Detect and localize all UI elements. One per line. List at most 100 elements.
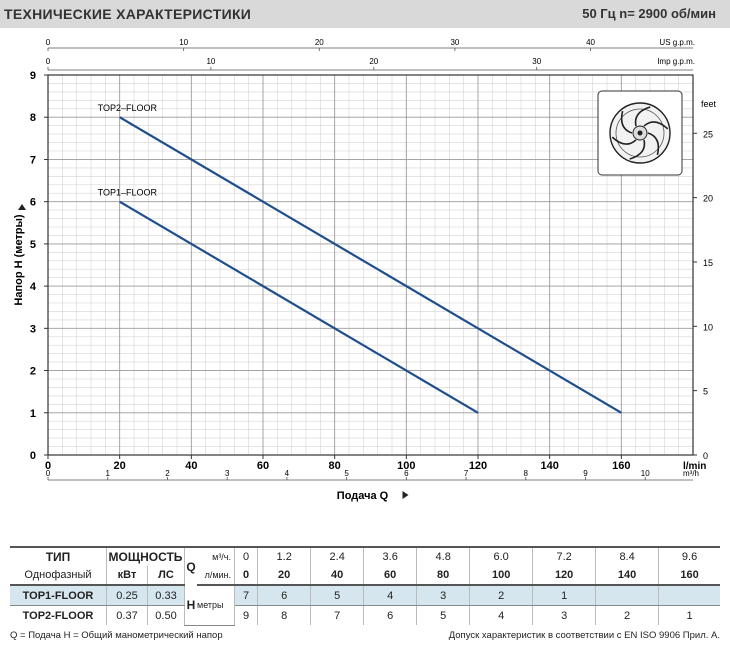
series-line-1: [119, 116, 622, 414]
q-m3h-cell: 7.2: [532, 546, 597, 566]
feet-tick-label: 10: [703, 322, 713, 332]
x-tick-label: 160: [612, 460, 630, 472]
series-line-2: [119, 200, 479, 414]
series-label-2: TOP1–FLOOR: [98, 188, 158, 198]
head-cell: 4: [363, 585, 418, 606]
head-cell: [595, 585, 660, 606]
impeller-icon-part: [611, 136, 637, 145]
m3h-tick-label: 10: [641, 469, 650, 478]
hp-value: 0.33: [147, 585, 185, 606]
type-header: ТИП: [10, 546, 107, 566]
y-tick-label: 6: [30, 197, 36, 209]
model-name: TOP2-FLOOR: [10, 605, 107, 625]
feet-tick-label: 25: [703, 129, 713, 139]
impeller-icon-part: [620, 110, 633, 134]
m3h-tick-label: 4: [285, 469, 290, 478]
head-cell: 5: [416, 605, 471, 625]
us-tick-label: 40: [586, 38, 595, 47]
table-row: TOP2-FLOOR 0.37 0.50 9 8 7 6 5 4 3 2 1: [10, 605, 720, 625]
head-cell: 3: [532, 605, 597, 625]
y-tick-label: 0: [30, 450, 36, 462]
us-unit-label: US g.p.m.: [659, 38, 695, 47]
x-tick-label: 140: [540, 460, 558, 472]
q-lmin-cell: 160: [658, 566, 720, 586]
feet-tick-label: 20: [703, 194, 713, 204]
m3h-tick-label: 6: [404, 469, 409, 478]
m3h-tick-label: 1: [105, 469, 110, 478]
head-cell: 3: [416, 585, 471, 606]
x-tick-label: 40: [185, 460, 197, 472]
x-tick-label: 60: [257, 460, 269, 472]
head-cell: 7: [234, 585, 259, 606]
m3h-tick-label: 7: [464, 469, 469, 478]
head-cell: 8: [257, 605, 312, 625]
y-tick-label: 5: [30, 239, 36, 251]
head-cell: 2: [469, 585, 534, 606]
q-m3h-cell: 2.4: [310, 546, 365, 566]
impeller-icon-part: [629, 139, 646, 160]
x-tick-label: 20: [114, 460, 126, 472]
impeller-icon-part: [634, 106, 651, 127]
head-cell: 1: [532, 585, 597, 606]
hp-label: ЛС: [147, 566, 185, 586]
page-title: ТЕХНИЧЕСКИЕ ХАРАКТЕРИСТИКИ: [4, 6, 252, 22]
header-bar: ТЕХНИЧЕСКИЕ ХАРАКТЕРИСТИКИ 50 Гц n= 2900…: [0, 0, 730, 28]
q-lmin-cell: 40: [310, 566, 365, 586]
m3h-tick-label: 3: [225, 469, 230, 478]
m3h-tick-label: 2: [165, 469, 170, 478]
head-cell: 4: [469, 605, 534, 625]
imp-tick-label: 0: [46, 57, 51, 66]
power-header: МОЩНОСТЬ: [106, 546, 185, 566]
legend-note: Q = Подача H = Общий манометрический нап…: [10, 630, 223, 641]
y-tick-label: 4: [30, 281, 37, 293]
x-axis-title: Подача Q: [337, 490, 389, 502]
m3h-tick-label: 5: [344, 469, 349, 478]
q-lmin-cell: 0: [234, 566, 259, 586]
head-cell: 1: [686, 609, 693, 622]
y-tick-label: 7: [30, 154, 36, 166]
x-axis-arrow-icon: [402, 491, 409, 499]
x-tick-label: 120: [469, 460, 487, 472]
q-unit-m3h: м³/ч.: [197, 546, 235, 566]
feet-tick-label: 15: [703, 258, 713, 268]
kw-label: кВт: [106, 566, 148, 586]
h-symbol: H: [184, 585, 197, 626]
feet-tick-label: 0: [703, 451, 708, 461]
y-axis-arrow-icon: [18, 204, 26, 210]
head-cell: 6: [257, 585, 312, 606]
head-cell: 7: [310, 605, 365, 625]
q-lmin-cell: 140: [595, 566, 660, 586]
phase-label: Однофазный: [10, 566, 107, 586]
imp-tick-label: 30: [532, 57, 541, 66]
q-lmin-cell: 20: [257, 566, 312, 586]
imp-tick-label: 10: [206, 57, 215, 66]
m3h-unit-label: m³/h: [683, 469, 699, 478]
q-m3h-cell: 6.0: [469, 546, 534, 566]
head-cell: 5: [310, 585, 365, 606]
imp-unit-label: Imp g.p.m.: [657, 57, 695, 66]
q-m3h-cell: 8.4: [595, 546, 660, 566]
impeller-icon-part: [615, 108, 665, 158]
plot-frame: [47, 74, 694, 456]
y-tick-label: 3: [30, 323, 36, 335]
impeller-icon-part: [637, 130, 643, 136]
m3h-tick-label: 8: [524, 469, 529, 478]
m3h-tick-label: 9: [583, 469, 588, 478]
us-tick-label: 0: [46, 38, 51, 47]
model-name: TOP1-FLOOR: [10, 585, 107, 606]
y-tick-label: 1: [30, 408, 36, 420]
us-tick-label: 20: [315, 38, 324, 47]
q-m3h-cell: 9.6: [658, 546, 720, 566]
kw-value: 0.25: [106, 585, 148, 606]
y-tick-label: 2: [30, 366, 36, 378]
y-tick-label: 9: [30, 70, 36, 82]
impeller-icon: [597, 90, 683, 176]
y-axis-title: Напор Н (метры): [13, 214, 25, 305]
q-lmin-cell: 120: [532, 566, 597, 586]
head-cell: [658, 585, 720, 606]
series-label-1: TOP2–FLOOR: [98, 103, 158, 113]
lmin-unit-label: l/min: [683, 461, 706, 472]
imp-tick-label: 20: [369, 57, 378, 66]
q-lmin-cell: 100: [469, 566, 534, 586]
